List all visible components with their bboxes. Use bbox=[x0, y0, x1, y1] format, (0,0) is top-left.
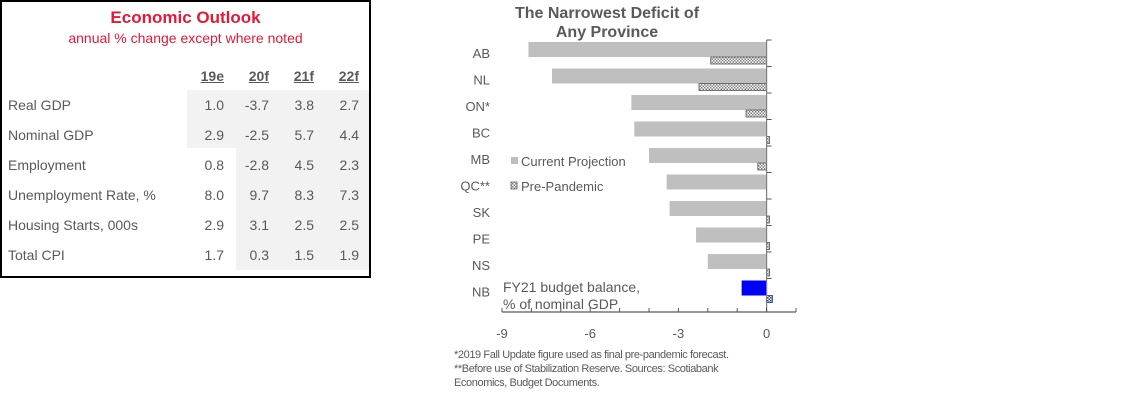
column-header: 20f bbox=[248, 68, 269, 84]
category-labels: AB NL ON* BC MB QC** SK PE NS NB bbox=[460, 46, 490, 300]
category-label: AB bbox=[473, 46, 490, 61]
category-label: BC bbox=[472, 126, 490, 141]
bar-current-on bbox=[631, 95, 767, 110]
value-cell: 7.3 bbox=[339, 187, 359, 203]
value-cell: 2.9 bbox=[204, 217, 224, 233]
outlook-title: Economic Outlook bbox=[110, 8, 261, 27]
bar-current-nl bbox=[551, 68, 767, 84]
bar-prepandemic-mb bbox=[757, 162, 767, 171]
value-cell: 4.5 bbox=[294, 157, 314, 173]
axes-group: -9 -6 -3 0 bbox=[496, 39, 797, 341]
footnote: Economics, Budget Documents. bbox=[454, 377, 600, 389]
value-cell: 1.7 bbox=[204, 247, 224, 263]
table-row: Employment 0.8 -2.8 4.5 2.3 bbox=[8, 150, 359, 180]
value-cell: 2.5 bbox=[339, 217, 359, 233]
economic-outlook-panel: Economic Outlook annual % change except … bbox=[0, 0, 371, 278]
bar-prepandemic-nb bbox=[766, 295, 773, 303]
bar-current-mb bbox=[649, 148, 767, 163]
table-row: Total CPI 1.7 0.3 1.5 1.9 bbox=[8, 240, 359, 270]
bar-current-nb bbox=[741, 280, 767, 296]
legend-swatch-current bbox=[511, 157, 518, 164]
chart-title-line: Any Province bbox=[555, 24, 659, 41]
category-label: ON* bbox=[465, 99, 490, 114]
table-row: Nominal GDP 2.9 -2.5 5.7 4.4 bbox=[8, 120, 359, 150]
category-label: QC** bbox=[460, 179, 490, 194]
outlook-subtitle: annual % change except where noted bbox=[68, 30, 303, 46]
header-label-cell bbox=[8, 62, 186, 90]
x-tick-label: 0 bbox=[763, 326, 770, 341]
chart-title-line: The Narrowest Deficit of bbox=[514, 5, 700, 22]
value-cell: 2.5 bbox=[294, 217, 314, 233]
value-cell: 2.3 bbox=[339, 157, 359, 173]
table-row: Unemployment Rate, % 8.0 9.7 8.3 7.3 bbox=[8, 180, 359, 210]
x-tick-label: -3 bbox=[673, 326, 685, 341]
category-label: NB bbox=[472, 285, 490, 300]
table-row: Real GDP 1.0 -3.7 3.8 2.7 bbox=[8, 90, 359, 120]
forecast-shading-top bbox=[187, 90, 369, 148]
value-cell: 0.3 bbox=[249, 247, 269, 263]
value-cell: 3.8 bbox=[294, 97, 314, 113]
column-header: 21f bbox=[293, 68, 314, 84]
value-cell: 9.7 bbox=[249, 187, 269, 203]
row-label: Employment bbox=[8, 157, 86, 173]
bar-current-bc bbox=[634, 121, 767, 137]
bar-current-ab bbox=[528, 42, 767, 57]
x-tick-label: -6 bbox=[584, 326, 596, 341]
chart-canvas: -9 -6 -3 0 AB NL ON* BC MB QC** SK PE NS NB Current … bbox=[460, 39, 797, 341]
annotation-line: % of nominal GDP bbox=[503, 296, 618, 312]
value-cell: 8.3 bbox=[294, 187, 314, 203]
footnote: **Before use of Stabilization Reserve. S… bbox=[454, 363, 719, 375]
value-cell: 1.5 bbox=[294, 247, 314, 263]
value-cell: 8.0 bbox=[204, 187, 224, 203]
value-cell: -3.7 bbox=[244, 97, 269, 113]
value-cell: 4.4 bbox=[339, 127, 359, 143]
category-label: PE bbox=[473, 232, 491, 247]
row-label: Unemployment Rate, % bbox=[8, 187, 156, 203]
value-cell: 0.8 bbox=[204, 157, 224, 173]
bar-current-qc bbox=[666, 174, 767, 190]
row-label: Nominal GDP bbox=[8, 127, 94, 143]
value-cell: 3.1 bbox=[249, 217, 269, 233]
value-cell: -2.8 bbox=[244, 157, 269, 173]
value-cell: 2.7 bbox=[339, 97, 359, 113]
bar-current-sk bbox=[669, 201, 767, 216]
chart-annotation: FY21 budget balance,% of nominal GDP bbox=[503, 279, 640, 312]
category-label: SK bbox=[473, 205, 491, 220]
forecast-shading-bottom bbox=[236, 148, 369, 270]
value-cell: 1.0 bbox=[204, 97, 224, 113]
bar-current-pe bbox=[696, 227, 767, 243]
bar-prepandemic-ab bbox=[710, 56, 767, 65]
legend-label-prepandemic: Pre-Pandemic bbox=[521, 179, 604, 194]
value-cell: 2.9 bbox=[204, 127, 224, 143]
legend-swatch-prepandemic bbox=[510, 181, 518, 190]
legend-label-current: Current Projection bbox=[521, 154, 626, 169]
outlook-table: 19e 20f 21f 22f Real GDP 1.0 -3.7 3.8 2.7 Nom… bbox=[8, 62, 359, 270]
bars-group bbox=[528, 42, 773, 303]
chart-legend: Current Projection Pre-Pandemic bbox=[510, 154, 626, 194]
row-label: Housing Starts, 000s bbox=[8, 217, 138, 233]
table-row: Housing Starts, 000s 2.9 3.1 2.5 2.5 bbox=[8, 210, 359, 240]
category-label: MB bbox=[471, 152, 491, 167]
chart-footnotes: *2019 Fall Update figure used as final p… bbox=[454, 348, 824, 390]
bar-prepandemic-on bbox=[745, 109, 767, 118]
bar-current-ns bbox=[707, 254, 767, 269]
footnote: *2019 Fall Update figure used as final p… bbox=[454, 349, 729, 361]
value-cell: 5.7 bbox=[294, 127, 314, 143]
column-header: 22f bbox=[338, 68, 359, 84]
table-header-row: 19e 20f 21f 22f bbox=[8, 62, 359, 90]
x-tick-label: -9 bbox=[496, 326, 508, 341]
chart-title: The Narrowest Deficit of Any Province bbox=[440, 4, 774, 42]
row-label: Real GDP bbox=[8, 97, 72, 113]
value-cell: 1.9 bbox=[339, 247, 359, 263]
annotation-line: FY21 budget balance, bbox=[503, 279, 640, 295]
row-label: Total CPI bbox=[8, 247, 65, 263]
deficit-chart: The Narrowest Deficit of Any Province -9… bbox=[440, 0, 820, 406]
bar-prepandemic-nl bbox=[698, 83, 768, 91]
category-label: NS bbox=[472, 258, 490, 273]
column-header: 19e bbox=[200, 68, 224, 84]
category-label: NL bbox=[473, 73, 490, 88]
value-cell: -2.5 bbox=[244, 127, 269, 143]
